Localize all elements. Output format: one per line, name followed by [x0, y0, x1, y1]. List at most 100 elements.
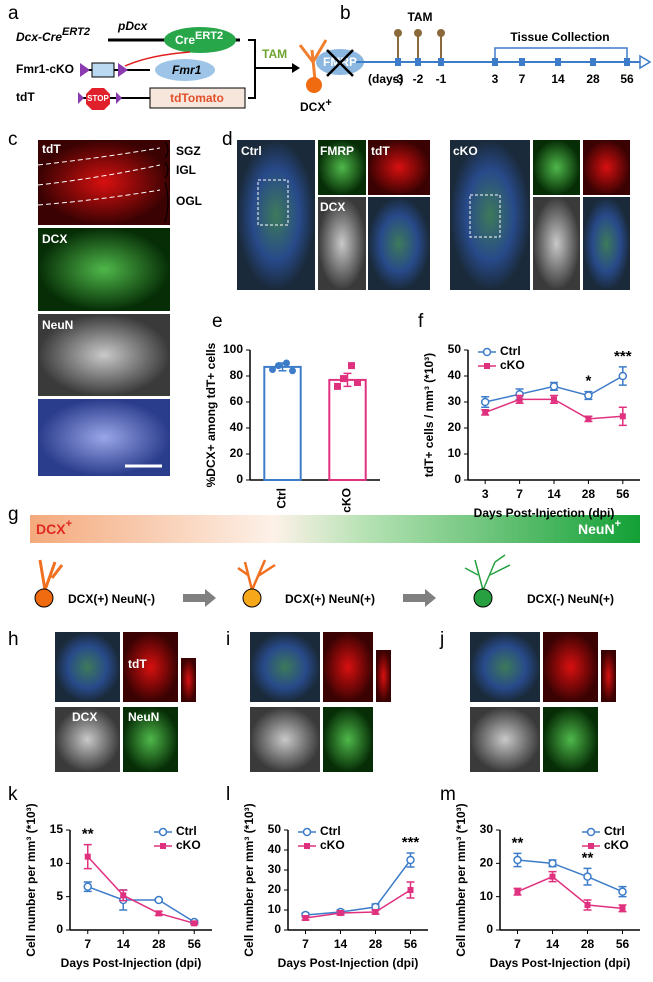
panel-label: l: [226, 784, 230, 805]
x-axis-label: Days Post-Injection (dpi): [278, 956, 419, 970]
channel: tdT: [42, 142, 61, 156]
marker: [549, 382, 559, 391]
point: [340, 375, 347, 383]
neuron-body: [306, 77, 322, 93]
panel-label: j: [439, 629, 444, 650]
tam-head: [437, 29, 445, 37]
cell-sup: +: [325, 97, 331, 109]
legend-marker: [482, 347, 492, 357]
marker: [584, 902, 591, 908]
allele: Fmr1-cKO: [16, 62, 74, 76]
error-bar: [343, 372, 352, 388]
arrow-head: [292, 63, 300, 73]
legend-label: Ctrl: [320, 824, 341, 838]
neuron-body: [473, 588, 493, 608]
image: [533, 197, 580, 290]
bar: [263, 365, 302, 481]
bar: [328, 378, 367, 481]
stop-sign: [86, 88, 110, 110]
x-tick-label: 56: [188, 937, 202, 951]
y-tick-label: 100: [223, 342, 243, 356]
x-tick-label: 7: [516, 487, 523, 501]
x-tick-label: Ctrl: [275, 488, 289, 509]
image: [368, 197, 430, 290]
channel: NeuN: [128, 710, 159, 724]
stop: STOP: [87, 94, 109, 103]
day-tick: [590, 58, 596, 66]
day-tick: [492, 58, 498, 66]
marker: [84, 853, 91, 860]
marker-label: NeuN+: [578, 518, 621, 537]
allele-label: Dcx-CreERT2: [16, 26, 90, 44]
y-axis-label: Cell number per mm³ (*10³): [24, 803, 38, 956]
cre: Cre: [175, 33, 195, 47]
cre-sup: ERT2: [195, 30, 223, 42]
image: [250, 707, 320, 772]
bracket: [248, 39, 292, 99]
marker: [618, 887, 627, 896]
gradient-bar: [30, 515, 640, 543]
y-tick-label: 10: [480, 889, 494, 903]
x-tick-label: 14: [117, 937, 131, 951]
day-tick: [555, 58, 561, 66]
y-tick-label: 15: [50, 822, 64, 836]
significance: ***: [614, 348, 632, 365]
brackets: [164, 141, 169, 223]
y-tick-label: 30: [480, 822, 494, 836]
stage: DCX(+) NeuN(-): [68, 592, 155, 606]
line: [517, 875, 623, 910]
day-tick: [395, 58, 401, 66]
stage: DCX(+) NeuN(+): [285, 592, 375, 606]
image: [543, 632, 598, 702]
exon: [91, 62, 115, 78]
marker: [584, 391, 593, 400]
x-tick-label: 28: [369, 937, 383, 951]
marker: [154, 895, 163, 905]
bracket: [494, 47, 628, 62]
arrow: [124, 51, 191, 67]
x-tick-label: 28: [581, 937, 595, 951]
layer: IGL: [176, 163, 196, 177]
allele: tdT: [16, 90, 35, 104]
panel-label: g: [8, 504, 19, 525]
y-tick-label: 50: [448, 342, 462, 356]
marker: [83, 882, 92, 891]
image: [123, 632, 178, 702]
x-tick-label: 28: [582, 487, 596, 501]
y-axis-label: tdT+ cells / mm³ (*10³): [422, 353, 436, 477]
point: [334, 382, 341, 390]
x-tick-label: 14: [334, 937, 348, 951]
y-axis-label: Cell number per mm³ (*10³): [242, 803, 256, 956]
marker: DCX: [36, 521, 66, 537]
day-tick: [415, 58, 421, 66]
y-tick-label: 10: [268, 902, 282, 916]
marker: [191, 920, 198, 927]
x-axis-label: Days Post-Injection (dpi): [474, 506, 615, 520]
day: 14: [551, 72, 565, 86]
neuron: [464, 554, 511, 591]
cell-label: DCX+: [300, 97, 332, 114]
panel-label: c: [8, 129, 18, 150]
channel: DCX: [72, 710, 97, 724]
channel: FMRP: [320, 144, 354, 158]
x-tick-label: cKO: [340, 488, 354, 513]
promoter: pDcx: [117, 19, 149, 33]
day: -1: [436, 72, 447, 86]
legend-marker: [588, 843, 594, 849]
tam-head: [414, 29, 422, 37]
x-tick-label: 7: [514, 937, 521, 951]
cross: [326, 49, 354, 77]
days-label: (days): [368, 72, 403, 86]
image: [583, 140, 630, 195]
line: [517, 859, 623, 893]
panel-label: m: [440, 784, 456, 805]
marker: [583, 872, 592, 881]
day-tick: [438, 58, 444, 66]
y-tick-label: 80: [230, 368, 244, 382]
point: [269, 366, 276, 373]
marker: [372, 909, 379, 915]
legend-marker: [302, 827, 312, 837]
legend-marker: [160, 843, 166, 849]
marker: [302, 915, 309, 921]
